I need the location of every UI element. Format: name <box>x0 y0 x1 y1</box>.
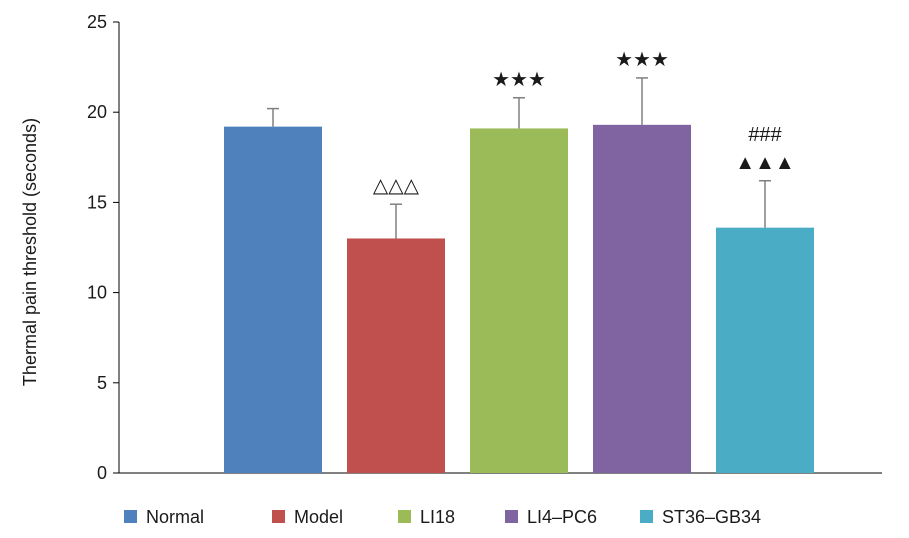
y-tick-label: 0 <box>97 463 107 483</box>
legend-label-4: LI4–PC6 <box>527 507 597 527</box>
significance-marker-5: ### <box>748 124 782 146</box>
bar-1 <box>224 126 322 473</box>
significance-marker-2: △△△ <box>373 175 420 197</box>
y-axis-title: Thermal pain threshold (seconds) <box>20 118 40 386</box>
legend-swatch-3 <box>398 510 411 523</box>
legend-swatch-4 <box>505 510 518 523</box>
bar-5 <box>716 227 814 473</box>
bar-2 <box>347 238 445 473</box>
y-tick-label: 25 <box>87 12 107 32</box>
annotations: △△△ ★★★ ★★★ ▲▲▲ ### <box>373 49 795 197</box>
y-tick-label: 10 <box>87 283 107 303</box>
legend-swatch-1 <box>124 510 137 523</box>
significance-marker-3: ★★★ <box>492 69 546 91</box>
significance-marker-5: ▲▲▲ <box>735 152 794 174</box>
legend-label-5: ST36–GB34 <box>662 507 761 527</box>
bar-4 <box>593 124 691 473</box>
y-tick-label: 20 <box>87 102 107 122</box>
legend-swatch-5 <box>640 510 653 523</box>
y-tick-label: 15 <box>87 192 107 212</box>
bars <box>224 124 814 473</box>
legend-label-2: Model <box>294 507 343 527</box>
legend-label-3: LI18 <box>420 507 455 527</box>
y-tick-label: 5 <box>97 373 107 393</box>
error-bars <box>267 77 771 239</box>
y-axis: 0 5 10 15 20 25 <box>87 12 120 483</box>
bar-3 <box>470 128 568 473</box>
legend-swatch-2 <box>272 510 285 523</box>
legend: Normal Model LI18 LI4–PC6 ST36–GB34 <box>124 507 761 527</box>
significance-marker-4: ★★★ <box>615 49 669 71</box>
legend-label-1: Normal <box>146 507 204 527</box>
